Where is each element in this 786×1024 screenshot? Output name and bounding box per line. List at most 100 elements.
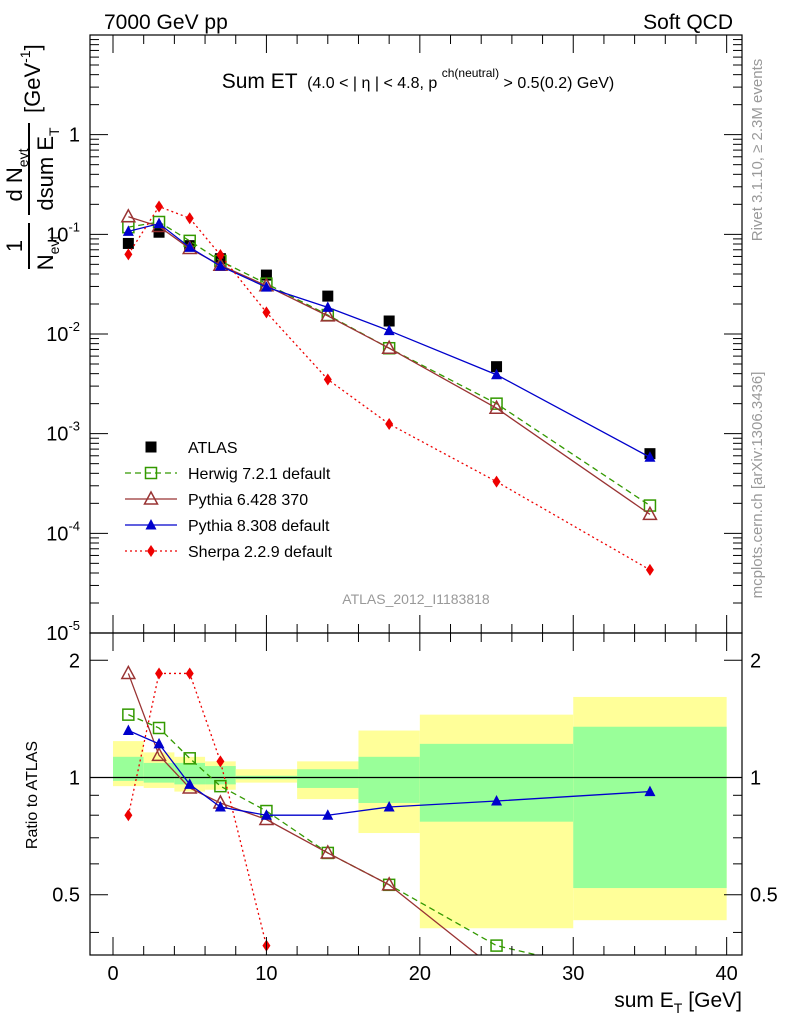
data-point	[643, 499, 657, 512]
ratio-point	[155, 667, 164, 680]
legend-marker	[147, 545, 155, 557]
ratio-x-tick-label: 20	[409, 963, 431, 985]
ratio-point	[153, 737, 165, 749]
legend-entry-pythia-8-308-default: Pythia 8.308 default	[125, 518, 330, 535]
ratio-y-tick-label-right: 2	[750, 650, 761, 672]
main-y-axis: 1 10-1 10-2 10-3 10-4 10-5	[46, 35, 742, 645]
ratio-point	[185, 667, 194, 680]
ratio-point	[491, 795, 503, 806]
main-y-axis-label: 1 Nevt d Nevt dsum ET [GeV-1]	[2, 44, 62, 270]
main-title: Sum ET (4.0 < | η | < 4.8, p ch(neutral)…	[222, 64, 615, 93]
legend-entry-herwig-7-2-1-default: Herwig 7.2.1 default	[125, 466, 331, 483]
series-sherpa-2-2-9-default	[124, 200, 654, 576]
ratio-point	[122, 724, 134, 736]
data-point	[260, 281, 272, 292]
ratio-y-tick-label-left: 2	[69, 650, 80, 672]
y-label-dn-sub: evt	[15, 148, 31, 167]
data-point	[491, 361, 503, 373]
ratio-point	[120, 664, 137, 680]
data-point	[155, 200, 164, 213]
y-label-prefactor-denominator: Nevt	[33, 236, 62, 271]
data-point	[645, 563, 654, 576]
main-y-tick-label: 10-1	[46, 219, 80, 246]
ratio-plot-area	[90, 664, 742, 955]
ratio-point	[383, 800, 395, 812]
data-point	[181, 239, 198, 255]
main-title-detail-2: | < 4.8, p	[375, 75, 438, 92]
y-label-dsum-sub: T	[46, 127, 62, 136]
data-point	[260, 269, 272, 281]
ratio-plot-frame	[89, 632, 743, 956]
data-point	[320, 307, 336, 322]
legend-entry-pythia-6-428-370: Pythia 6.428 370	[125, 490, 308, 509]
y-label-dn: d N	[2, 167, 27, 201]
data-point	[642, 505, 658, 521]
ratio-point	[152, 721, 166, 735]
ratio-point	[644, 785, 656, 797]
legend: ATLAS Herwig 7.2.1 default Pythia 6.428 37…	[125, 440, 333, 561]
stat-uncertainty-band	[358, 756, 420, 803]
main-y-tick-label: 10-2	[46, 319, 80, 346]
series-line	[128, 221, 651, 507]
series-pythia-8-308-default	[122, 217, 656, 462]
data-point	[383, 315, 395, 327]
y-label-unit-exponent: -1	[17, 50, 33, 63]
ratio-point	[216, 755, 225, 768]
legend-label: Sherpa 2.2.9 default	[188, 544, 333, 561]
data-point	[322, 290, 334, 302]
data-point	[644, 451, 656, 462]
data-point	[381, 339, 397, 354]
ratio-x-tick-label: 0	[107, 963, 118, 985]
ratio-point	[124, 809, 133, 822]
main-plot-panel: 1 10-1 10-2 10-3 10-4 10-5 Sum ET (4.0 < | η …	[2, 34, 743, 645]
ratio-y-tick-label-right: 1	[750, 767, 761, 789]
y-label-unit: [GeV-1]	[17, 44, 45, 113]
ratio-point	[184, 778, 196, 789]
stat-uncertainty-band	[205, 766, 236, 785]
rivet-version-note: Rivet 3.1.10, ≥ 2.3M events	[749, 59, 766, 242]
stat-uncertainty-band	[297, 769, 359, 788]
ratio-point	[381, 876, 397, 891]
mcplots-reference-note: mcplots.cern.ch [arXiv:1306.3436]	[749, 372, 766, 599]
legend-label: Herwig 7.2.1 default	[188, 466, 331, 483]
ratio-point	[183, 752, 196, 765]
data-point	[323, 373, 332, 386]
x-label-quantity: sum E	[614, 989, 674, 1012]
y-label-denominator: dsum ET	[33, 127, 62, 211]
ratio-plot-panel: 2 2 1 1 0.5 0.5 0 10 20 30 40 Ratio to ATLAS sum …	[24, 632, 778, 1016]
analysis-watermark: ATLAS_2012_I1183818	[342, 591, 490, 607]
ratio-y-tick-label-left: 1	[69, 767, 80, 789]
legend-marker	[145, 441, 157, 453]
data-point	[488, 399, 505, 414]
legend-entry-sherpa-2-2-9-default: Sherpa 2.2.9 default	[125, 544, 333, 561]
data-point	[322, 301, 334, 312]
main-title-superscript: ch(neutral)	[442, 66, 499, 80]
data-point	[490, 397, 503, 410]
stat-uncertainty-band	[573, 726, 727, 889]
data-point	[385, 418, 394, 431]
series-line	[127, 205, 651, 571]
y-label-unit-base: [GeV	[20, 63, 45, 113]
ratio-series-pythia-8-308-default	[122, 724, 656, 820]
legend-marker	[143, 490, 159, 505]
ratio-y-tick-label-left: 0.5	[52, 885, 80, 907]
x-label-unit: [GeV]	[688, 989, 742, 1012]
data-point	[184, 241, 196, 252]
y-label-prefactor-numerator: 1	[2, 240, 27, 252]
legend-marker	[145, 519, 157, 530]
legend-marker	[144, 466, 158, 480]
ratio-x-tick-label: 10	[255, 963, 277, 985]
main-title-detail: (4.0 < |	[307, 75, 357, 92]
legend-label: Pythia 6.428 370	[188, 492, 308, 509]
y-label-dsum: dsum E	[33, 136, 58, 211]
legend-label: ATLAS	[188, 440, 238, 457]
ratio-point	[151, 746, 167, 762]
ratio-point	[122, 708, 135, 721]
main-y-tick-label: 10-4	[46, 518, 80, 545]
main-plot-area	[120, 200, 658, 576]
data-point	[124, 248, 133, 261]
main-y-tick-label: 10-3	[46, 419, 80, 446]
ratio-series-line	[127, 672, 268, 946]
data-point	[492, 475, 501, 488]
